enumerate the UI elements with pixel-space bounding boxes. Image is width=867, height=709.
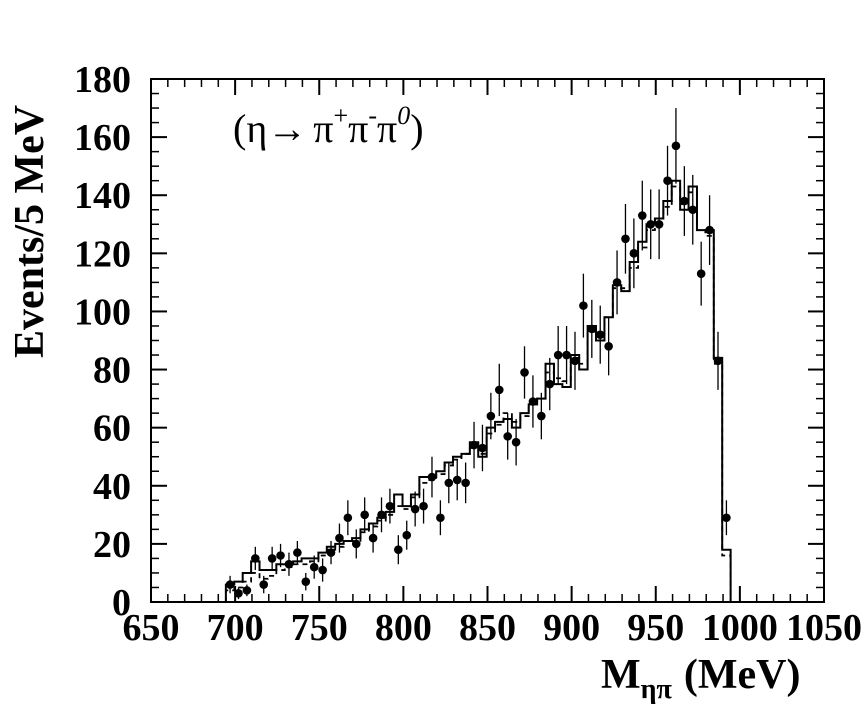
x-tick-label: 750 [291,607,348,649]
x-tick-label: 1050 [786,607,862,649]
x-tick-label: 1000 [702,607,778,649]
data-point [469,440,479,450]
data-point [688,205,698,215]
data-point [452,475,462,485]
data-point [511,437,521,447]
decay-annotation: (η→ π+π-π0) [233,101,424,151]
x-tick-label: 650 [123,607,180,649]
data-point [335,533,344,543]
data-point [562,350,571,360]
data-point [402,530,412,540]
data-point [242,586,252,595]
y-tick-label: 160 [74,117,131,159]
y-tick-label: 100 [74,291,131,333]
data-point [486,411,496,421]
data-point [520,368,529,377]
data-point [478,443,487,453]
dashed-histogram-line [224,185,732,602]
data-point [629,249,639,258]
data-point [427,472,437,482]
data-point [579,301,588,310]
y-tick-label: 120 [74,233,131,275]
data-point [276,551,285,560]
data-point [722,513,731,523]
data-point [646,219,656,229]
data-point [537,411,546,421]
data-point [595,330,605,339]
data-point [713,356,723,366]
data-point [351,539,361,549]
x-axis-label: Mηπ (MeV) [601,652,801,705]
data-point [680,196,689,206]
x-tick-label: 850 [459,607,516,649]
x-tick-label: 900 [543,607,600,649]
data-point [503,432,512,441]
data-point [377,510,386,520]
data-point [360,510,369,520]
data-point [705,225,714,235]
data-point [293,548,302,557]
data-point [436,513,445,523]
solid-histogram-line [224,179,732,602]
data-point [394,545,403,554]
data-point [461,478,470,488]
data-point [604,342,613,351]
y-tick-label: 180 [74,59,131,101]
y-tick-label: 20 [93,524,131,566]
dashed-histogram [224,185,732,602]
axis-ticks [150,78,825,603]
data-point [696,269,706,278]
x-tick-label: 950 [627,607,684,649]
data-point [654,219,664,229]
data-point [343,513,353,523]
data-point [553,350,563,360]
data-point [528,397,538,406]
data-point [494,385,504,395]
y-tick-label: 40 [93,466,131,508]
y-tick-label: 80 [93,350,131,392]
y-tick-label: 60 [93,408,131,450]
data-point [326,548,336,557]
data-point [545,379,555,389]
data-point [444,478,454,488]
y-axis-label: Events/5 MeV [7,105,53,358]
x-tick-label: 700 [207,607,264,649]
data-point [570,356,580,366]
data-point [259,580,269,589]
data-point [225,580,235,589]
x-tick-label: 800 [375,607,432,649]
data-point [663,176,672,185]
data-point [267,554,277,563]
data-point [419,501,428,511]
data-point [671,141,681,151]
data-point [309,562,319,572]
data-point [368,533,378,543]
y-tick-label: 0 [112,582,131,624]
data-point [251,554,260,563]
data-point [587,324,597,334]
data-point [318,565,327,575]
data-point [301,577,311,586]
data-point [637,211,647,220]
data-point [410,504,420,514]
data-points [225,108,731,600]
solid-histogram [224,179,732,602]
y-tick-label: 140 [74,175,131,217]
data-point [621,234,630,244]
data-point [284,559,294,569]
data-point [234,588,243,598]
data-point [385,501,395,511]
axis-tick-labels: 650 700 750 800 850 900 950 1000 1050 0 20 40 60 80 10… [74,59,862,649]
data-point [612,278,622,287]
